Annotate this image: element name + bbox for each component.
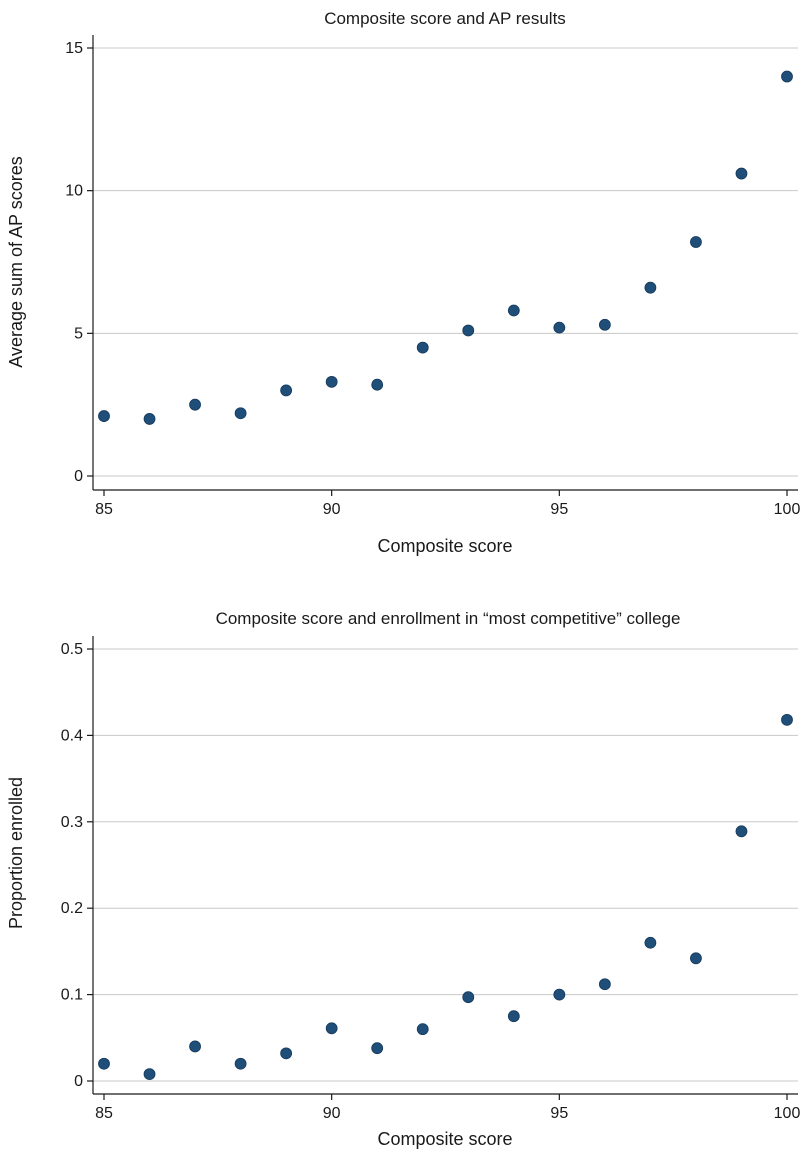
chart-2-data-point	[462, 991, 475, 1004]
chart-2-y-ticks: 0 0.1 0.2 0.3 0.4 0.5	[61, 641, 93, 1090]
chart-1-data-point	[462, 324, 475, 337]
chart-2-data-point	[598, 978, 611, 991]
chart-1-y-tick-label: 0	[74, 468, 83, 485]
chart-2-y-tick-label: 0.2	[61, 900, 83, 917]
chart-1-y-axis-label: Average sum of AP scores	[6, 156, 26, 367]
chart-2-x-tick-label: 95	[550, 1105, 568, 1122]
chart-1-data-point	[416, 341, 429, 354]
chart-2-data-point	[143, 1068, 156, 1080]
chart-2-y-tick-label: 0	[74, 1073, 83, 1090]
chart-2-gridlines	[93, 648, 798, 1082]
chart-2-y-tick-label: 0.5	[61, 641, 83, 658]
chart-2-data-point	[781, 713, 793, 726]
chart-1-x-tick-label: 95	[550, 501, 568, 518]
chart-1-data-point	[735, 167, 748, 180]
chart-2-x-axis-label: Composite score	[377, 1129, 512, 1149]
chart-2-data-point	[371, 1042, 384, 1055]
chart-1-data-point	[598, 318, 611, 331]
chart-1-data-point	[143, 413, 156, 425]
chart-1-x-tick-label: 90	[323, 501, 341, 518]
chart-enrollment: Composite score and enrollment in “most …	[6, 609, 800, 1149]
chart-1-data-point	[507, 304, 520, 317]
chart-2-data-point	[416, 1023, 429, 1036]
chart-1-title: Composite score and AP results	[324, 9, 566, 28]
chart-2-y-axis-label: Proportion enrolled	[6, 777, 26, 929]
chart-1-x-tick-label: 85	[95, 501, 113, 518]
chart-1-data-point	[690, 236, 702, 248]
chart-1-data-point	[553, 321, 566, 334]
chart-1-data-point	[280, 384, 293, 397]
chart-1-data-point	[781, 70, 793, 83]
chart-1-y-ticks: 0 5 10 15	[65, 40, 93, 485]
chart-2-data-point	[507, 1010, 520, 1023]
chart-1-gridlines	[93, 47, 798, 477]
chart-1-y-tick-label: 15	[65, 40, 83, 57]
chart-2-x-tick-label: 90	[323, 1105, 341, 1122]
chart-2-data-point	[553, 988, 566, 1001]
chart-1-data-point	[234, 407, 247, 420]
chart-2-data-point	[735, 825, 748, 838]
chart-2-data-point	[189, 1040, 201, 1053]
chart-2-y-tick-label: 0.3	[61, 814, 83, 831]
chart-2-data-point	[325, 1022, 338, 1035]
chart-2-y-tick-label: 0.1	[61, 987, 83, 1004]
chart-2-title: Composite score and enrollment in “most …	[216, 609, 681, 628]
chart-ap-results: Composite score and AP results 0 5 10 15 85…	[6, 9, 800, 556]
chart-1-x-axis-label: Composite score	[377, 536, 512, 556]
chart-1-data-point	[189, 398, 201, 411]
chart-2-x-tick-label: 100	[774, 1105, 801, 1122]
chart-2-x-ticks: 85 90 95 100	[95, 1094, 800, 1122]
chart-1-data-point	[644, 281, 657, 294]
chart-1-x-tick-label: 100	[774, 501, 801, 518]
chart-1-x-ticks: 85 90 95 100	[95, 490, 800, 518]
chart-1-y-tick-label: 5	[74, 325, 83, 342]
chart-1-data-point	[371, 378, 384, 391]
chart-2-data-point	[234, 1057, 247, 1070]
chart-1-data-point	[98, 410, 110, 422]
chart-2-data-point	[690, 952, 702, 965]
chart-2-points	[98, 713, 793, 1080]
chart-1-data-point	[325, 375, 338, 388]
chart-2-data-point	[644, 936, 657, 949]
chart-2-x-tick-label: 85	[95, 1105, 113, 1122]
chart-1-y-tick-label: 10	[65, 183, 83, 200]
chart-2-data-point	[98, 1057, 110, 1070]
chart-1-points	[98, 70, 793, 425]
chart-2-y-tick-label: 0.4	[61, 727, 83, 744]
chart-2-data-point	[280, 1047, 293, 1060]
